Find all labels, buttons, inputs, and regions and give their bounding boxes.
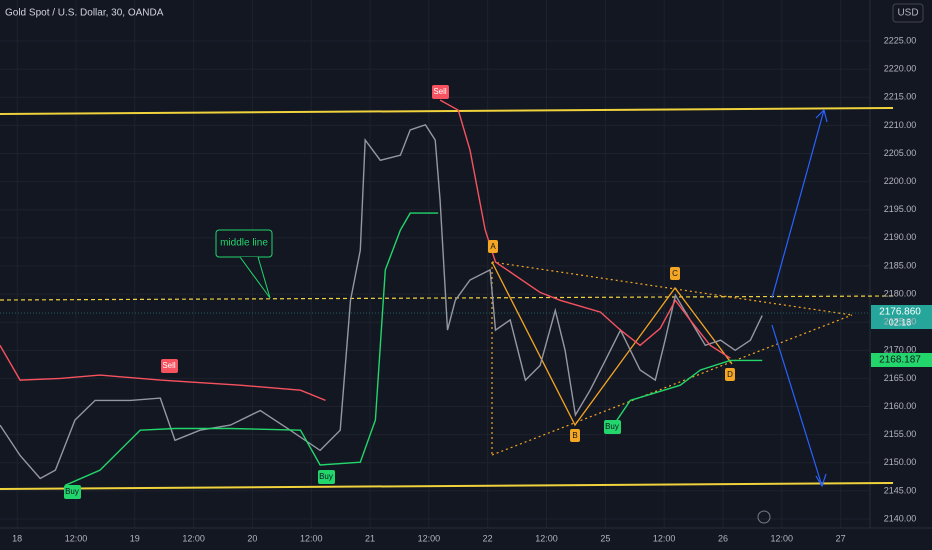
x-tick-label: 12:00	[771, 533, 794, 543]
point-label: D	[727, 370, 733, 379]
point-tag	[725, 368, 735, 381]
point-label: B	[572, 431, 577, 440]
x-tick-label: 12:00	[535, 533, 558, 543]
series	[0, 99, 763, 486]
y-tick-label: 2225.00	[884, 35, 917, 45]
y-tick-label: 2205.00	[884, 148, 917, 158]
buy-tag	[318, 470, 335, 484]
arrow-head	[815, 473, 827, 488]
countdown: 02:18	[889, 317, 912, 327]
point-tag	[488, 240, 498, 253]
x-tick-label: 20	[247, 533, 257, 543]
arrow-head	[815, 108, 828, 123]
buy-label: Buy	[65, 487, 79, 496]
x-tick-label: 12:00	[653, 533, 676, 543]
y-tick-label: 2175.00	[884, 317, 917, 327]
replay-icon[interactable]	[757, 510, 771, 524]
y-tick-label: 2160.00	[884, 401, 917, 411]
y-tick-label: 2170.00	[884, 345, 917, 355]
y-tick-label: 2215.00	[884, 92, 917, 102]
point-tag	[670, 267, 680, 280]
sell-tag	[161, 359, 178, 373]
point-label: C	[672, 269, 678, 278]
level-box	[871, 353, 932, 367]
buy-tag	[604, 420, 621, 434]
x-tick-label: 25	[600, 533, 610, 543]
channel-bottom	[0, 482, 894, 490]
callout-pointer	[239, 256, 271, 299]
last-price-box	[871, 305, 932, 329]
x-tick-label: 19	[130, 533, 140, 543]
triangle-upper	[491, 261, 853, 316]
y-tick-label: 2200.00	[884, 176, 917, 186]
level-price: 2168.187	[879, 355, 921, 366]
grid	[0, 0, 870, 528]
channel-top	[0, 107, 894, 115]
y-tick-label: 2155.00	[884, 429, 917, 439]
x-tick-label: 21	[365, 533, 375, 543]
sell-tag	[432, 85, 449, 99]
buy-label: Buy	[605, 422, 619, 431]
x-tick-label: 27	[836, 533, 846, 543]
y-tick-label: 2195.00	[884, 204, 917, 214]
x-tick-label: 22	[483, 533, 493, 543]
chart-title: Gold Spot / U.S. Dollar, 30, OANDA	[5, 8, 164, 19]
x-tick-label: 12:00	[300, 533, 323, 543]
y-tick-label: 2185.00	[884, 260, 917, 270]
y-tick-label: 2140.00	[884, 513, 917, 523]
sell-label: Sell	[433, 87, 447, 96]
x-tick-label: 12:00	[65, 533, 88, 543]
y-tick-label: 2145.00	[884, 485, 917, 495]
series-line	[0, 99, 731, 402]
series-line	[0, 123, 763, 480]
x-tick-label: 18	[12, 533, 22, 543]
y-tick-label: 2180.00	[884, 288, 917, 298]
sell-label: Sell	[162, 361, 176, 370]
triangle-lower	[491, 314, 853, 456]
middle-line	[0, 295, 894, 301]
y-tick-label: 2210.00	[884, 120, 917, 130]
point-label: A	[490, 242, 496, 251]
y-tick-label: 2150.00	[884, 457, 917, 467]
callout-text: middle line	[220, 238, 268, 249]
buy-tag	[64, 485, 81, 499]
y-tick-label: 2165.00	[884, 373, 917, 383]
y-tick-label: 2220.00	[884, 64, 917, 74]
target-down	[771, 324, 823, 487]
x-tick-label: 26	[718, 533, 728, 543]
currency-button[interactable]	[892, 3, 924, 23]
abcd-pattern	[491, 261, 733, 427]
point-tag	[570, 429, 580, 442]
x-tick-label: 12:00	[182, 533, 205, 543]
currency: USD	[897, 8, 918, 19]
last-price: 2176.860	[879, 307, 921, 318]
x-tick-label: 12:00	[418, 533, 441, 543]
y-tick-label: 2190.00	[884, 232, 917, 242]
target-up	[771, 109, 825, 299]
buy-label: Buy	[319, 472, 333, 481]
series-line	[64, 212, 763, 486]
